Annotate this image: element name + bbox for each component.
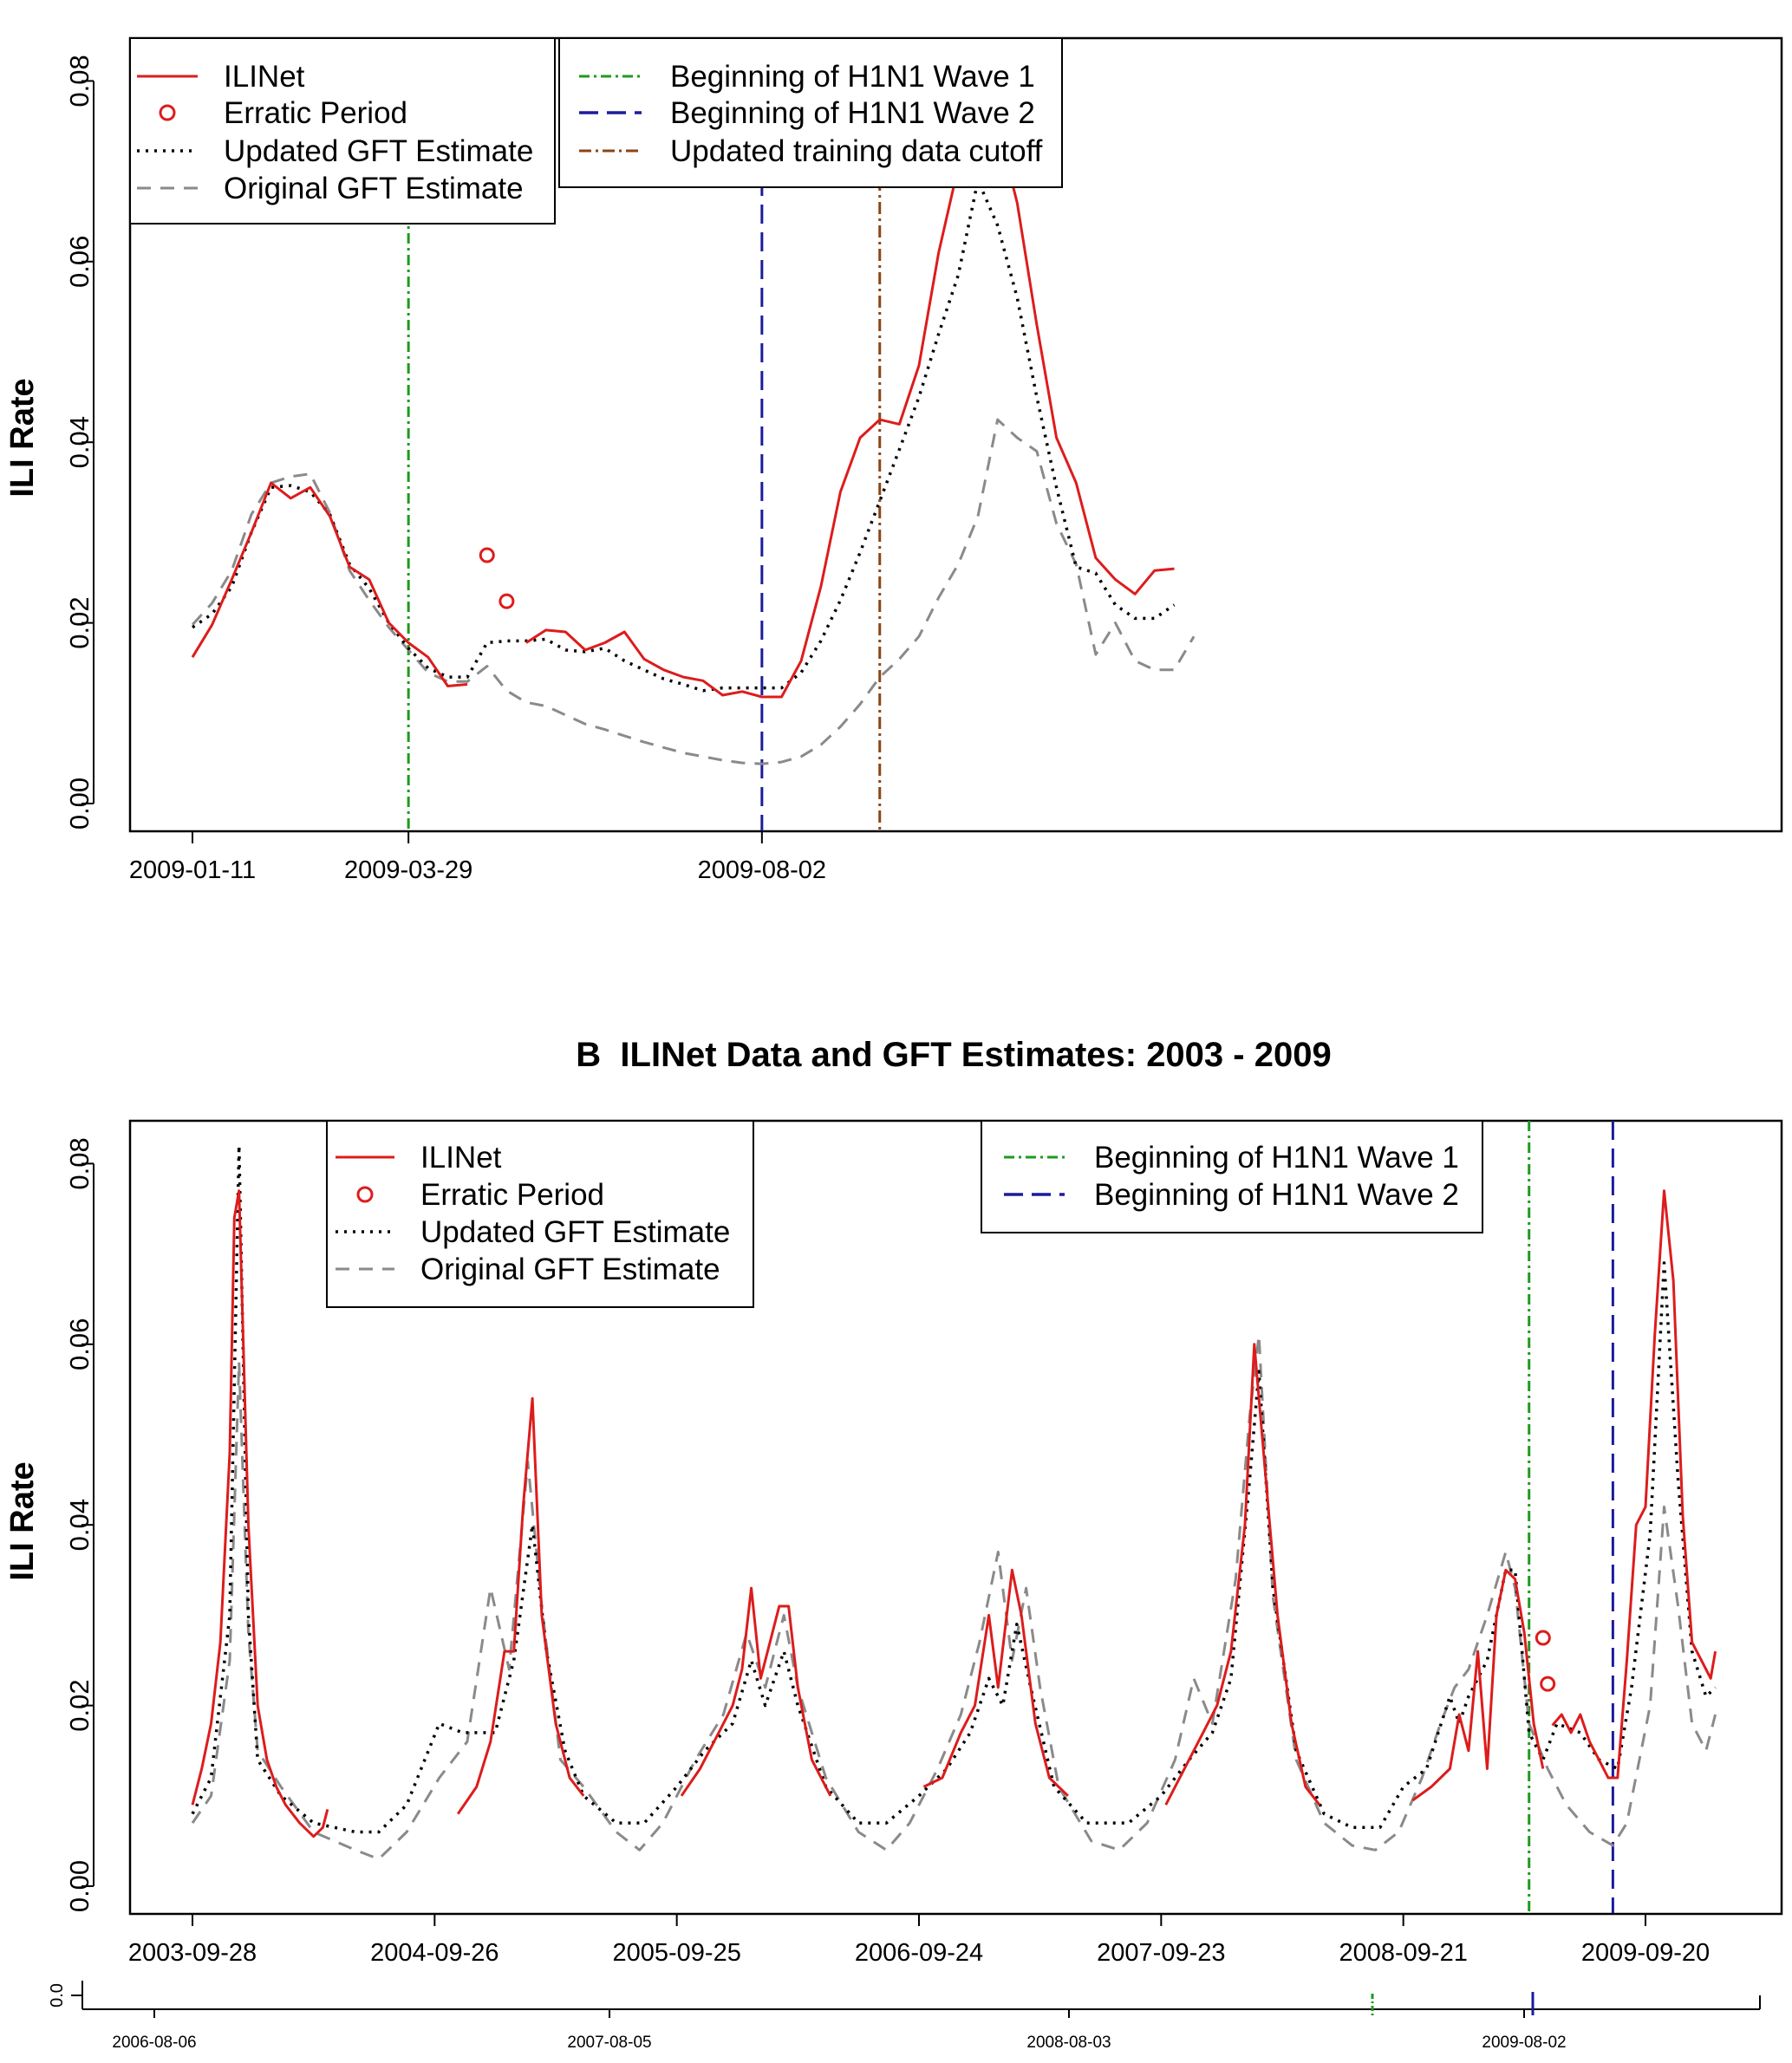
series-b-ilinet-line (1411, 1568, 1545, 1802)
bottom-x-tick-label: 2008-08-03 (1026, 2034, 1111, 2052)
panel-b-x-axis: 2003-09-28 2004-09-26 2005-09-25 2006-09-24… (128, 1913, 1710, 1967)
series-b-ilinet-line (1551, 1189, 1717, 1780)
panel-b-y-tick-label: 0.02 (64, 1679, 94, 1731)
panel-a-x-tick-label: 2009-01-11 (129, 856, 256, 884)
legend-b-ilinet-label: ILINet (420, 1141, 502, 1175)
panel-b-x-tick-label: 2007-09-23 (1097, 1939, 1225, 1967)
panel-b-legend-left: ILINet Erratic Period Updated GFT Estima… (326, 1120, 754, 1308)
panel-b-x-tick-label: 2008-09-21 (1339, 1939, 1467, 1967)
panel-a-legend-left: ILINet Erratic Period Updated GFT Estima… (129, 37, 556, 225)
erratic-period-point (499, 593, 515, 609)
panel-a-y-tick-label: 0.00 (64, 778, 94, 830)
panel-b-x-tick-label: 2009-09-20 (1581, 1939, 1710, 1967)
legend-ilinet-label: ILINet (224, 60, 305, 94)
legend-wave2-label: Beginning of H1N1 Wave 2 (670, 96, 1035, 130)
series-b-ilinet-line (191, 1189, 329, 1838)
panel-b-legend-right: Beginning of H1N1 Wave 1 Beginning of H1… (981, 1120, 1483, 1233)
panel-a-x-axis: 2009-01-11 2009-03-29 2009-08-02 (129, 830, 826, 884)
legend-erratic-label: Erratic Period (224, 96, 407, 130)
panel-a-x-tick-label: 2009-03-29 (344, 856, 472, 884)
legend-b-wave2-label: Beginning of H1N1 Wave 2 (1094, 1178, 1459, 1212)
panel-a-y-tick-label: 0.08 (64, 55, 94, 107)
bottom-y-tick-label: 0.0 (48, 1983, 67, 2008)
panel-b-x-tick-label: 2003-09-28 (128, 1939, 257, 1967)
legend-b-erratic-label: Erratic Period (420, 1178, 604, 1212)
legend-b-wave1-label: Beginning of H1N1 Wave 1 (1094, 1141, 1459, 1175)
series-original-gft-estimate-line (191, 418, 1196, 765)
panel-b-y-tick-label: 0.06 (64, 1318, 94, 1370)
series-ilinet-line (525, 107, 1175, 699)
panel-b-chart: B ILINet Data and GFT Estimates: 2003 - … (4, 1036, 1783, 1967)
panel-b-ylabel: ILI Rate (4, 1461, 41, 1580)
panel-b-y-tick-label: 0.00 (64, 1860, 94, 1912)
legend-original-gft-label: Original GFT Estimate (224, 172, 524, 205)
panel-a-y-axis: 0.00 0.02 0.04 0.06 0.08 (64, 55, 94, 830)
series-b-original-gft-estimate-line (191, 1333, 1717, 1861)
erratic-period-point (479, 547, 495, 563)
panel-b-y-tick-label: 0.08 (64, 1137, 94, 1189)
series-b-ilinet-line (456, 1396, 585, 1815)
bottom-x-tick-label: 2007-08-05 (567, 2034, 651, 2052)
legend-b-original-gft-label: Original GFT Estimate (420, 1253, 720, 1286)
bottom-axis-strip: 0.0 2006-08-06 2007-08-05 2008-08-03 2009-08… (48, 1981, 1761, 2052)
legend-erratic-marker-icon (159, 104, 176, 121)
legend-updated-gft-label: Updated GFT Estimate (224, 134, 533, 168)
panel-b-y-axis: 0.00 0.02 0.04 0.06 0.08 (64, 1137, 94, 1912)
series-ilinet-line (191, 481, 468, 687)
series-b-ilinet-line (922, 1568, 1069, 1797)
panel-b-x-tick-label: 2004-09-26 (370, 1939, 499, 1967)
panel-b-x-tick-label: 2006-09-24 (855, 1939, 983, 1967)
panel-b-x-tick-label: 2005-09-25 (612, 1939, 740, 1967)
series-b-ilinet-line (680, 1586, 832, 1797)
panel-a-legend-right: Beginning of H1N1 Wave 1 Beginning of H1… (558, 37, 1063, 188)
bottom-x-tick-label: 2006-08-06 (112, 2034, 196, 2052)
series-b-updated-gft-estimate-line (191, 1143, 1717, 1834)
erratic-period-point (1540, 1676, 1556, 1692)
panel-b-title: B ILINet Data and GFT Estimates: 2003 - … (576, 1036, 1331, 1074)
panel-a-y-tick-label: 0.06 (64, 236, 94, 288)
panel-b-y-tick-label: 0.04 (64, 1499, 94, 1551)
panel-a-y-tick-label: 0.02 (64, 596, 94, 648)
erratic-period-point (1535, 1630, 1551, 1646)
legend-b-erratic-marker-icon (356, 1186, 374, 1203)
series-b-ilinet-line (1164, 1343, 1321, 1806)
panel-a-ylabel: ILI Rate (4, 378, 41, 497)
legend-b-updated-gft-label: Updated GFT Estimate (420, 1215, 730, 1249)
legend-wave1-label: Beginning of H1N1 Wave 1 (670, 60, 1035, 94)
panel-a-y-tick-label: 0.04 (64, 416, 94, 468)
panel-a-x-tick-label: 2009-08-02 (698, 856, 826, 884)
bottom-x-tick-label: 2009-08-02 (1482, 2034, 1566, 2052)
legend-cutoff-label: Updated training data cutoff (670, 134, 1043, 168)
